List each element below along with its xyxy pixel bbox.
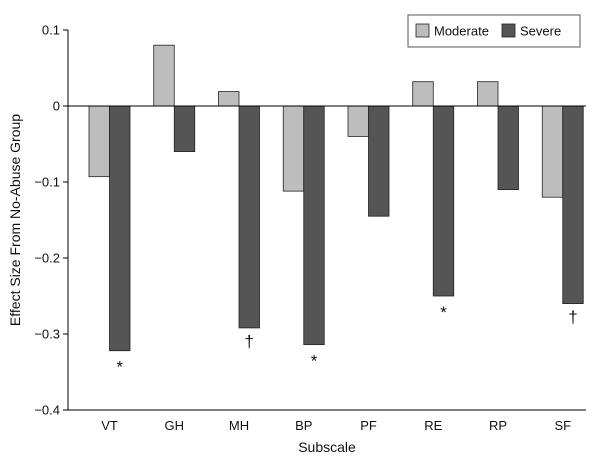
- y-axis-title: Effect Size From No-Abuse Group: [7, 114, 23, 326]
- bar-severe-gh: [173, 105, 196, 152]
- bar-moderate-bp: [282, 105, 305, 192]
- y-tick-label: −0.4: [34, 403, 60, 418]
- bar-moderate-pf: [347, 105, 369, 137]
- bar-severe-vt: [109, 105, 131, 352]
- bar-severe-mh: [238, 105, 260, 329]
- bar-severe-pf: [368, 105, 390, 217]
- x-tick-label-re: RE: [424, 418, 442, 433]
- bar-moderate-rp: [477, 81, 499, 107]
- legend-swatch-severe: [501, 23, 516, 38]
- x-tick-label-gh: GH: [165, 418, 185, 433]
- y-tick-label: 0.1: [42, 23, 60, 38]
- x-axis: VT GH MH BP PF RE RP SF: [68, 409, 586, 433]
- bar-moderate-gh: [153, 44, 175, 107]
- bar-moderate-sf: [541, 105, 564, 198]
- y-tick-label: −0.1: [34, 175, 60, 190]
- y-tick-label: 0: [53, 99, 60, 114]
- significance-marker-re: *: [440, 303, 447, 322]
- bar-severe-bp: [303, 105, 325, 346]
- legend-box: [407, 14, 581, 48]
- significance-marker-vt: *: [116, 358, 123, 377]
- bar-moderate-re: [412, 81, 434, 107]
- significance-marker-mh: †: [245, 332, 254, 351]
- significance-marker-sf: †: [568, 308, 577, 327]
- x-tick-label-pf: PF: [360, 418, 377, 433]
- y-tick-label: −0.3: [34, 327, 60, 342]
- x-tick-label-vt: VT: [101, 418, 118, 433]
- bar-severe-re: [432, 105, 455, 297]
- significance-marker-bp: *: [311, 352, 318, 371]
- y-axis: 0.1 0 −0.1 −0.2 −0.3 −0.4: [34, 23, 69, 418]
- bar-moderate-mh: [218, 91, 240, 107]
- x-tick-label-sf: SF: [554, 418, 571, 433]
- legend: Moderate Severe: [407, 14, 581, 48]
- x-tick-label-mh: MH: [229, 418, 249, 433]
- y-tick-label: −0.2: [34, 251, 60, 266]
- x-axis-title: Subscale: [298, 439, 356, 455]
- bar-moderate-vt: [88, 105, 110, 178]
- x-tick-label-rp: RP: [489, 418, 507, 433]
- bar-severe-rp: [497, 105, 519, 190]
- legend-swatch-moderate: [415, 23, 430, 38]
- legend-label-severe: Severe: [520, 24, 561, 39]
- legend-label-moderate: Moderate: [434, 24, 489, 39]
- x-tick-label-bp: BP: [295, 418, 312, 433]
- plot-area: * † * * †: [68, 44, 586, 377]
- bar-severe-sf: [562, 105, 584, 305]
